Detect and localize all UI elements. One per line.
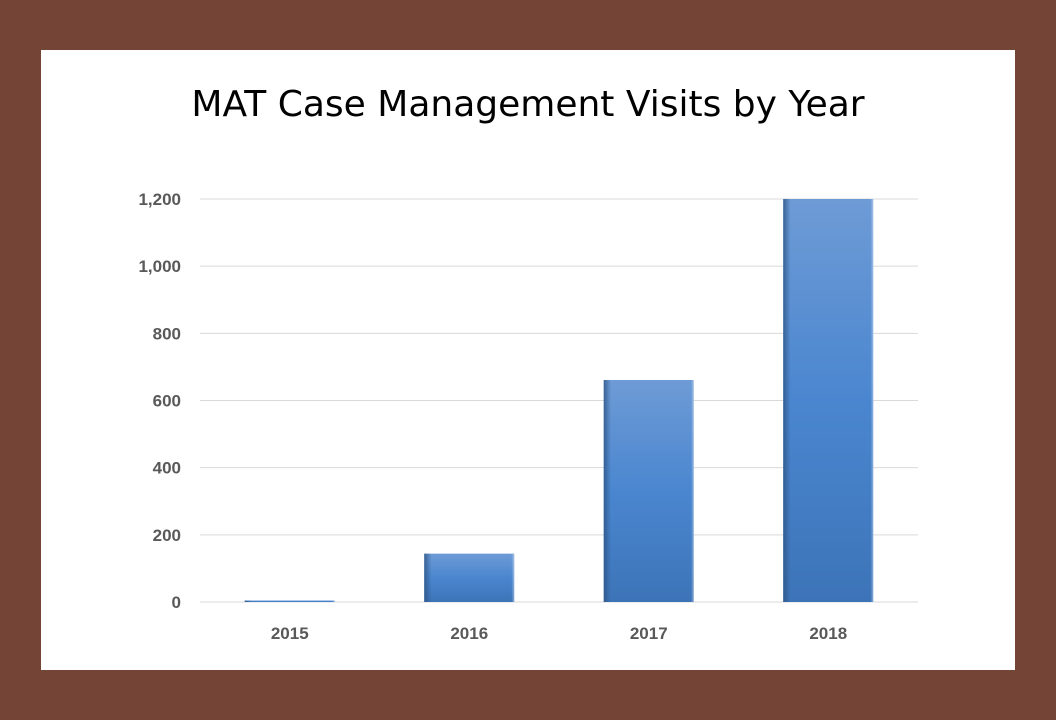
y-tick-label: 800	[153, 324, 181, 343]
y-tick-label: 200	[153, 526, 181, 545]
chart-title: MAT Case Management Visits by Year	[191, 84, 865, 125]
y-tick-label: 600	[153, 392, 181, 411]
bar-shade-2015	[244, 600, 335, 602]
bar-shade-2016	[424, 553, 515, 602]
y-tick-label: 1,000	[138, 257, 181, 276]
x-tick-label: 2015	[271, 624, 309, 643]
y-tick-label: 400	[153, 459, 181, 478]
bar-shade-2017	[603, 380, 694, 602]
x-tick-label: 2017	[630, 624, 668, 643]
bar-shade-2018	[783, 199, 874, 602]
y-tick-label: 0	[172, 593, 181, 612]
x-tick-label: 2016	[450, 624, 488, 643]
y-tick-label: 1,200	[138, 190, 181, 209]
x-tick-label: 2018	[809, 624, 847, 643]
